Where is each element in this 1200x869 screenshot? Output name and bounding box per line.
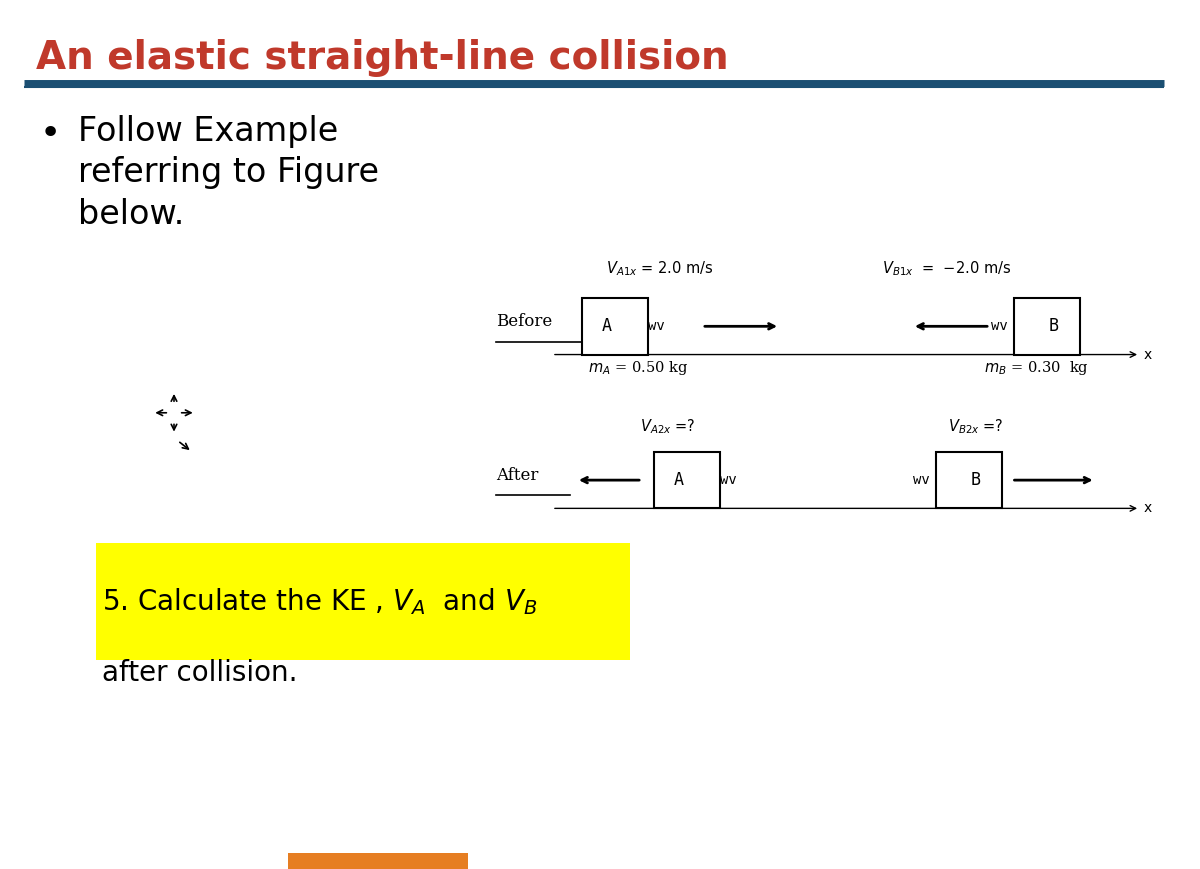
Text: $V_{A1x}$ = 2.0 m/s: $V_{A1x}$ = 2.0 m/s xyxy=(606,259,714,278)
FancyBboxPatch shape xyxy=(582,298,648,355)
Text: wv: wv xyxy=(913,473,930,488)
Text: $m_B$ = 0.30  kg: $m_B$ = 0.30 kg xyxy=(984,359,1090,377)
Text: wv: wv xyxy=(720,473,737,488)
Text: wv: wv xyxy=(648,319,665,334)
Text: An elastic straight-line collision: An elastic straight-line collision xyxy=(36,39,728,77)
Text: Before: Before xyxy=(496,313,552,330)
Text: referring to Figure: referring to Figure xyxy=(78,156,379,189)
Text: A: A xyxy=(602,317,612,335)
Text: $V_{B1x}$  =  −2.0 m/s: $V_{B1x}$ = −2.0 m/s xyxy=(882,259,1012,278)
Text: B: B xyxy=(971,471,980,489)
Text: $V_{B2x}$ =?: $V_{B2x}$ =? xyxy=(948,417,1003,436)
Text: below.: below. xyxy=(78,198,185,231)
Text: After: After xyxy=(496,467,538,484)
Text: $V_{A2x}$ =?: $V_{A2x}$ =? xyxy=(640,417,695,436)
Text: x: x xyxy=(1144,501,1152,515)
Text: B: B xyxy=(1049,317,1058,335)
Text: A: A xyxy=(674,471,684,489)
FancyBboxPatch shape xyxy=(936,452,1002,508)
FancyBboxPatch shape xyxy=(654,452,720,508)
Text: Follow Example: Follow Example xyxy=(78,115,338,148)
Text: 5. Calculate the KE , $V_A$  and $V_B$: 5. Calculate the KE , $V_A$ and $V_B$ xyxy=(102,587,538,617)
Bar xyxy=(288,853,468,869)
Text: x: x xyxy=(1144,348,1152,362)
Text: •: • xyxy=(40,117,61,151)
Text: wv: wv xyxy=(991,319,1008,334)
Text: $m_A$ = 0.50 kg: $m_A$ = 0.50 kg xyxy=(588,359,689,377)
Text: after collision.: after collision. xyxy=(102,659,298,687)
FancyBboxPatch shape xyxy=(1014,298,1080,355)
Bar xyxy=(96,543,630,660)
